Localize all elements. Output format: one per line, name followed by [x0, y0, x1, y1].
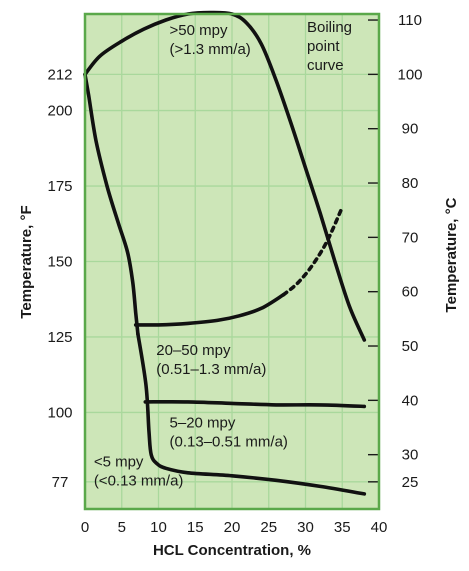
curve-3 — [136, 332, 367, 496]
x-tick-label: 35 — [334, 519, 351, 536]
region-label-line: 20–50 mpy — [156, 342, 231, 359]
left-tick-label: 212 — [47, 66, 72, 83]
right-tick-label: 100 — [397, 66, 422, 83]
left-tick-labels: 77 100 125 150 175 200 212 — [47, 66, 72, 490]
region-labels: >50 mpy (>1.3 mm/a) Boiling point curve 20–50… — [94, 19, 352, 490]
x-tick-label: 15 — [187, 519, 204, 536]
x-axis-title: HCL Concentration, % — [153, 542, 311, 559]
left-tick-label: 100 — [47, 404, 72, 421]
grid-lines — [85, 14, 379, 509]
curves — [83, 10, 367, 496]
right-tick-labels: 25 30 40 50 60 70 80 90 100 110 — [397, 12, 422, 491]
right-axis-title: Temperature, °C — [443, 197, 460, 312]
right-tick-label: 70 — [402, 229, 419, 246]
left-tick-label: 77 — [52, 474, 69, 491]
plot-frame — [83, 12, 381, 511]
region-label-line: (0.51–1.3 mm/a) — [156, 361, 266, 378]
region-label-line: (<0.13 mm/a) — [94, 473, 184, 490]
region-label-4: 5–20 mpy (0.13–0.51 mm/a) — [170, 415, 288, 451]
region-label-line: point — [307, 38, 340, 55]
x-tick-labels: 0 5 10 15 20 25 30 35 40 — [81, 519, 388, 536]
x-tick-label: 30 — [297, 519, 314, 536]
curve-4 — [133, 292, 286, 327]
right-tick-label: 30 — [402, 447, 419, 464]
region-label-line: >50 mpy — [170, 22, 228, 39]
right-tick-label: 60 — [402, 284, 419, 301]
right-tick-label: 25 — [402, 474, 419, 491]
right-tick-label: 90 — [402, 121, 419, 138]
region-label-3: 20–50 mpy (0.51–1.3 mm/a) — [156, 342, 266, 378]
region-label-line: Boiling — [307, 19, 352, 36]
right-tick-label: 50 — [402, 338, 419, 355]
x-tick-label: 10 — [150, 519, 167, 536]
left-tick-label: 200 — [47, 103, 72, 120]
curve-6 — [143, 399, 367, 409]
region-label-line: 5–20 mpy — [170, 415, 236, 432]
x-tick-label: 20 — [224, 519, 241, 536]
region-label-5: <5 mpy (<0.13 mm/a) — [94, 454, 184, 490]
x-tick-label: 0 — [81, 519, 89, 536]
curve-1 — [83, 10, 367, 342]
curve-5 — [281, 205, 345, 297]
region-label-line: (>1.3 mm/a) — [170, 41, 251, 58]
left-tick-label: 150 — [47, 254, 72, 271]
left-axis-title: Temperature, °F — [18, 205, 35, 318]
x-tick-label: 5 — [118, 519, 126, 536]
left-tick-label: 175 — [47, 178, 72, 195]
left-tick-label: 125 — [47, 329, 72, 346]
x-tick-label: 25 — [260, 519, 277, 536]
region-label-line: curve — [307, 57, 344, 74]
right-tick-label: 80 — [402, 175, 419, 192]
x-tick-label: 40 — [371, 519, 388, 536]
right-tick-label: 40 — [402, 392, 419, 409]
curve-2 — [83, 72, 140, 336]
region-label-2: Boiling point curve — [307, 19, 352, 74]
region-label-line: <5 mpy — [94, 454, 144, 471]
right-tick-label: 110 — [398, 12, 422, 29]
region-label-line: (0.13–0.51 mm/a) — [170, 434, 288, 451]
region-label-1: >50 mpy (>1.3 mm/a) — [170, 22, 251, 58]
